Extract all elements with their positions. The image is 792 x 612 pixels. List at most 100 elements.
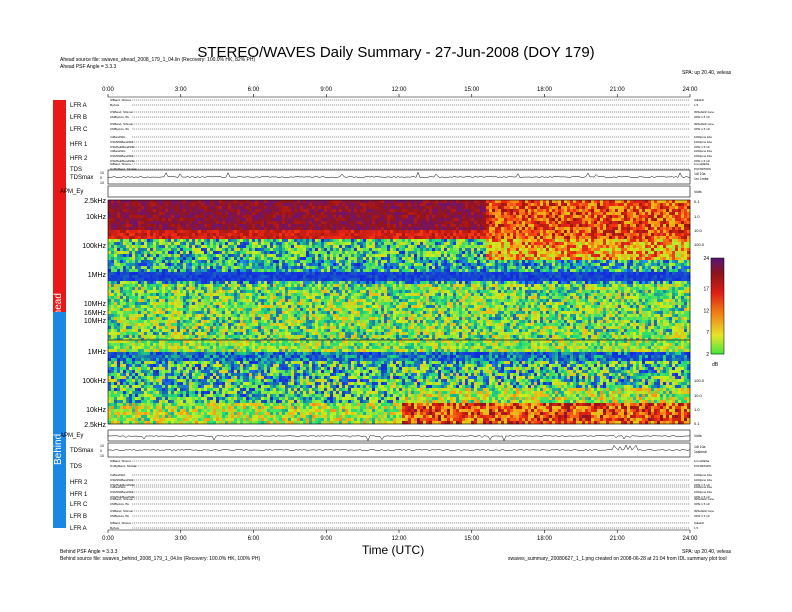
freq-label-behind: 100kHz <box>82 378 106 385</box>
colorbar-segment <box>711 280 724 283</box>
row-right-label: 1003pcw 10a <box>694 490 712 494</box>
x-tick-bottom: 12:00 <box>391 536 407 542</box>
colorbar-unit: dB <box>712 362 719 368</box>
colorbar-segment <box>711 312 724 315</box>
tdsmax-ahead-right: 1rv 1mbs <box>694 177 709 181</box>
row-sublabel: OSBand, SIGma <box>110 122 133 126</box>
tdsmax-ahead-tick: 10 <box>100 181 104 185</box>
ahead-source-file: Ahead source file: swaves_ahead_2008_179… <box>60 57 256 63</box>
tdsmax-behind-label: TDSmax <box>70 448 93 454</box>
tdsmax-behind-right: 1dl 10a <box>694 445 706 449</box>
colorbar-segment <box>711 302 724 305</box>
apm-behind-trace <box>107 435 691 442</box>
row-label: LFR C <box>70 127 88 133</box>
row-sublabel: ImBandSIG <box>110 473 126 477</box>
row-label: LFR B <box>70 514 87 520</box>
apm-ahead-label: APM_Ey <box>60 189 83 195</box>
colorbar-tick: 2 <box>706 352 709 358</box>
apm-behind-frame <box>107 429 691 442</box>
colorbar-segment <box>711 264 724 267</box>
tdsmax-behind-tick: 0 <box>100 449 102 453</box>
row-right-label: OPE 1 5 10 <box>694 502 710 506</box>
colorbar-segment <box>711 330 724 333</box>
x-tick-top: 24:00 <box>682 87 698 93</box>
row-sublabel: SmByBand, SIGma <box>110 167 136 171</box>
colorbar-segment <box>711 298 724 301</box>
row-right-label: 1 5 <box>694 526 699 530</box>
freq-label-ahead: 16MHz <box>84 310 107 317</box>
row-sublabel: OSMSubBandSIG <box>110 159 135 163</box>
colorbar-segment <box>711 322 724 325</box>
colorbar-segment <box>711 326 724 329</box>
row-sublabel: ImBandSIG <box>110 149 126 153</box>
row-right-label: IMSubklZ zone <box>694 497 714 501</box>
row-right-label: IMSubklZ zone <box>694 110 714 114</box>
colorbar-segment <box>711 278 724 281</box>
row-right-label: 1000pcw 10a <box>694 149 712 153</box>
colorbar-segment <box>711 304 724 307</box>
ahead-sidebar: Ahead <box>53 100 66 322</box>
x-tick-bottom: 9:00 <box>320 536 332 542</box>
row-right-label: IMSubklZ zone <box>694 509 714 513</box>
x-tick-top: 0:00 <box>102 87 114 93</box>
row-label: LFR A <box>70 103 87 109</box>
colorbar-segment <box>711 320 724 323</box>
colorbar-segment <box>711 306 724 309</box>
apm-behind-label: APM_Ey <box>60 433 83 439</box>
row-right-label: IAEsklz <box>694 521 705 525</box>
row-right-label: 1000pcw 10a <box>694 485 712 489</box>
tdsmax-behind-tick: 10 <box>100 444 104 448</box>
row-right-label: OPE 1 5 10 <box>694 145 710 149</box>
colorbar-frame <box>710 257 725 355</box>
colorbar-segment <box>711 334 724 337</box>
colorbar-segment <box>711 268 724 271</box>
row-right-label: 1000pcw 10a <box>694 473 712 477</box>
row-sublabel: SIBand, SIGma <box>110 521 131 525</box>
behind-spectrogram <box>108 340 691 425</box>
apm-behind-right: Volts <box>694 434 702 438</box>
colorbar-segment <box>711 258 724 261</box>
freq-right-ahead: 1.0 <box>694 214 700 219</box>
top-right-note: SPA: up 20.40, veleas <box>682 70 732 76</box>
colorbar-tick: 12 <box>703 308 709 314</box>
tdsmax-ahead-tick: 10 <box>100 171 104 175</box>
colorbar-segment <box>711 310 724 313</box>
row-sublabel: OSMSubBandSIG <box>110 145 135 149</box>
tdsmax-ahead-trace <box>107 171 691 178</box>
colorbar-tick: 7 <box>706 330 709 336</box>
x-tick-top: 15:00 <box>464 87 480 93</box>
row-label: LFR A <box>70 526 87 532</box>
row-right-label: 1nmoRESa <box>694 162 710 166</box>
bottom-right-note: SPA: up 20.40, veleas <box>682 549 732 555</box>
colorbar-segment <box>711 316 724 319</box>
x-tick-top: 21:00 <box>610 87 626 93</box>
row-sublabel: SmByBand, SIGma <box>110 464 136 468</box>
colorbar-segment <box>711 266 724 269</box>
colorbar-segment <box>711 308 724 311</box>
row-right-label: OPE 1 5 10 <box>694 483 710 487</box>
row-label: TDS <box>70 464 82 470</box>
row-sublabel: OSMWdBandSIG <box>110 490 134 494</box>
colorbar-segment <box>711 272 724 275</box>
colorbar-segment <box>711 274 724 277</box>
row-right-label: OPE 1 5 10 <box>694 127 710 131</box>
row-sublabel: ByAxis <box>110 103 120 107</box>
behind-source-file: Behind source file: swaves_behind_2008_1… <box>60 556 261 562</box>
colorbar-segment <box>711 276 724 279</box>
row-right-label: OPE 1 5 10 <box>694 159 710 163</box>
freq-right-behind: 10.0 <box>694 393 703 398</box>
row-sublabel: CMByAxis, Bx <box>110 502 130 506</box>
row-right-label: 1000pcw 10a <box>694 135 712 139</box>
colorbar-segment <box>711 296 724 299</box>
freq-right-ahead: 10.0 <box>694 228 703 233</box>
freq-label-ahead: 1MHz <box>88 272 107 279</box>
freq-label-ahead: 2.5kHz <box>84 198 106 205</box>
colorbar-segment <box>711 262 724 265</box>
row-sublabel: ImBandSIG <box>110 135 126 139</box>
colorbar-segment <box>711 294 724 297</box>
x-tick-top: 18:00 <box>537 87 553 93</box>
colorbar-segment <box>711 350 724 353</box>
row-sublabel: SIBand, SIGma <box>110 459 131 463</box>
row-sublabel: OSMWdBandSIG <box>110 140 134 144</box>
tdsmax-ahead-right: 1dl 10a <box>694 172 706 176</box>
